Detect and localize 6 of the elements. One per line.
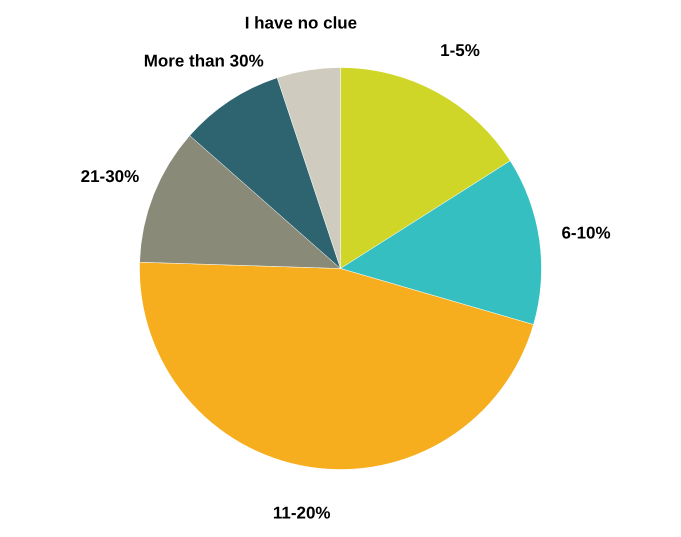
slice-label: I have no clue [244,14,358,33]
slice-label: 11-20% [272,503,331,522]
slice-label: 21-30% [80,167,140,186]
slice-label: 6-10% [561,224,611,243]
slice-label: More than 30% [144,52,264,71]
slice-label: 1-5% [440,41,480,60]
